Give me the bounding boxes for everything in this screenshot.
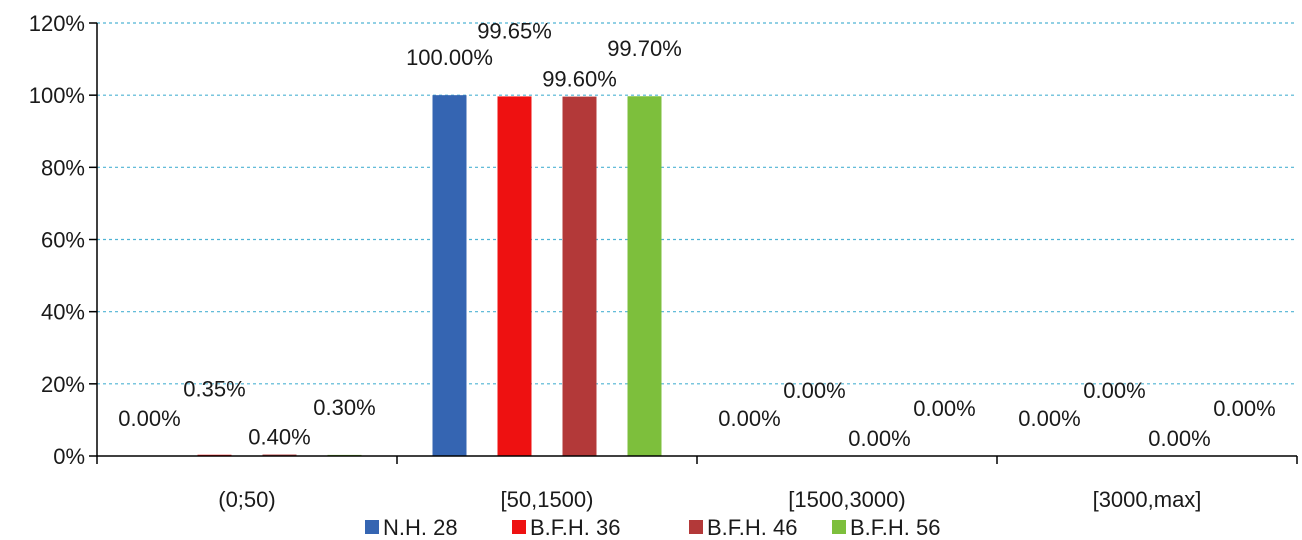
x-tick-label: (0;50) (218, 487, 275, 512)
legend-label: N.H. 28 (383, 515, 458, 540)
bar (627, 96, 662, 456)
legend-label: B.F.H. 56 (850, 515, 940, 540)
bars (197, 95, 662, 457)
x-tick-labels: (0;50) [50,1500) [1500,3000) [3000,max] (218, 487, 1201, 512)
data-label: 99.70% (607, 36, 682, 61)
data-label: 99.65% (477, 18, 552, 43)
data-label: 0.00% (1018, 406, 1080, 431)
legend: N.H. 28 B.F.H. 36 B.F.H. 46 B.F.H. 56 (365, 515, 940, 540)
data-label: 0.30% (313, 395, 375, 420)
data-label: 0.00% (1213, 396, 1275, 421)
y-tick-label: 80% (41, 155, 85, 180)
gridlines (89, 22, 1297, 457)
x-tick-label: [1500,3000) (788, 487, 905, 512)
data-label: 100.00% (406, 45, 493, 70)
legend-label: B.F.H. 36 (530, 515, 620, 540)
y-tick-label: 100% (29, 83, 85, 108)
axes (96, 23, 1298, 464)
y-tick-label: 0% (53, 444, 85, 469)
data-label: 0.00% (1083, 378, 1145, 403)
data-label: 0.00% (783, 378, 845, 403)
data-label: 0.00% (118, 406, 180, 431)
data-label: 0.40% (248, 425, 310, 450)
data-label: 0.00% (1148, 426, 1210, 451)
x-tick-label: [3000,max] (1093, 487, 1202, 512)
bar (562, 96, 597, 457)
legend-swatch (689, 520, 703, 534)
y-tick-label: 40% (41, 300, 85, 325)
data-label: 99.60% (542, 67, 617, 92)
x-tick-label: [50,1500) (501, 487, 594, 512)
y-tick-labels: 0% 20% 40% 60% 80% 100% 120% (29, 11, 85, 469)
data-label: 0.00% (718, 406, 780, 431)
y-tick-label: 60% (41, 228, 85, 253)
bar (432, 95, 467, 457)
y-tick-label: 120% (29, 11, 85, 36)
data-labels: 0.00%100.00%0.00% 0.00%0.35%99.65%0.00% 0.… (118, 18, 1275, 451)
legend-swatch (365, 520, 379, 534)
data-label: 0.35% (183, 377, 245, 402)
y-tick-label: 20% (41, 372, 85, 397)
data-label: 0.00% (848, 426, 910, 451)
data-label: 0.00% (913, 396, 975, 421)
legend-swatch (832, 520, 846, 534)
legend-label: B.F.H. 46 (707, 515, 797, 540)
legend-swatch (512, 520, 526, 534)
bar (497, 96, 532, 457)
